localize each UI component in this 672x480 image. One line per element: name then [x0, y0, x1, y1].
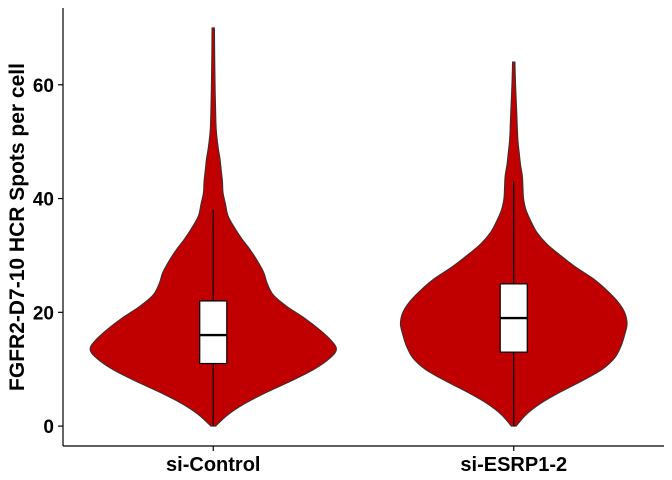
box-iqr: [199, 300, 228, 365]
y-tick-label: 0: [43, 417, 54, 438]
y-axis-title: FGFR2-D7-10 HCR Spots per cell: [6, 63, 29, 391]
violins-layer: [89, 27, 628, 427]
x-tick-label: si-Control: [166, 454, 260, 476]
y-tick-label: 20: [33, 303, 54, 324]
boxplots-layer: [199, 181, 528, 427]
y-tick-label: 40: [33, 190, 54, 211]
y-ticks: 0 20 40 60: [33, 76, 63, 438]
x-tick-label: si-ESRP1-2: [460, 454, 567, 476]
y-tick-label: 60: [33, 76, 54, 97]
x-ticks: si-Control si-ESRP1-2: [166, 446, 567, 476]
